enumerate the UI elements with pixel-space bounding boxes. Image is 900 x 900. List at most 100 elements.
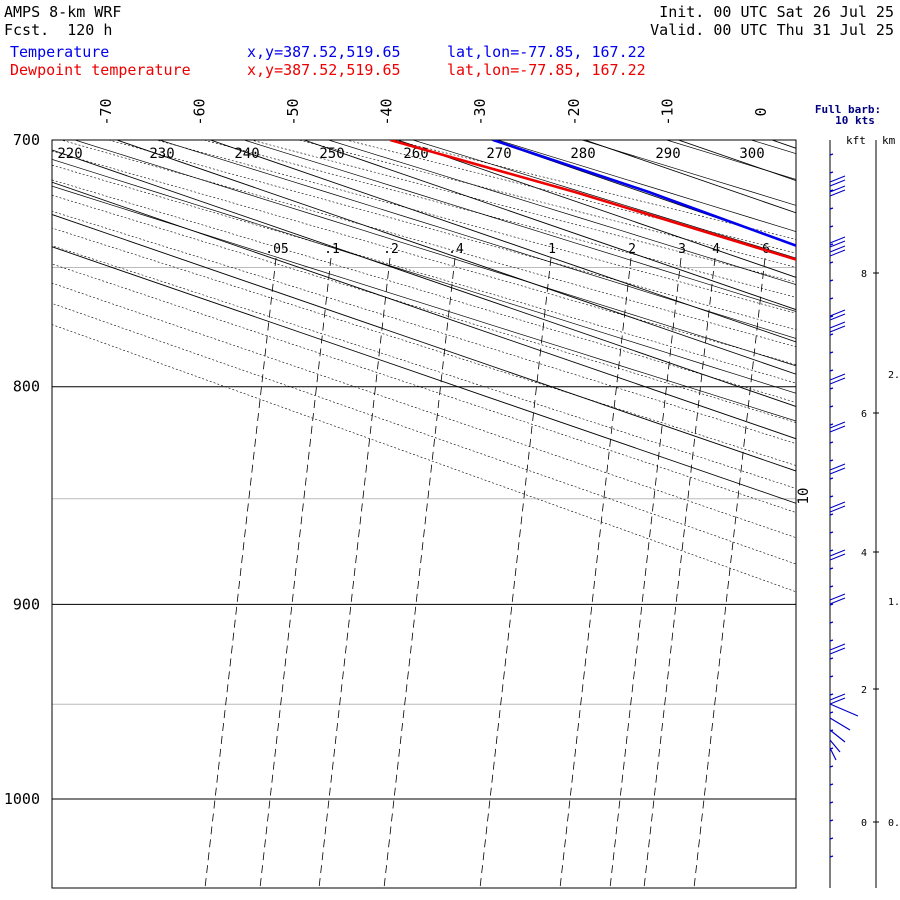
theta-label: 300 [739,146,764,162]
wind-barb-staff [829,405,834,408]
dry-adiabat-line [242,140,796,312]
isotherm-line [303,140,796,311]
mixing-ratio-label: .2 [383,242,399,257]
legend-dewpoint-xy: x,y=387.52,519.65 [247,61,401,79]
wind-barb [829,313,846,321]
moist-adiabat-line [52,263,796,513]
wind-barb [829,321,846,329]
wind-barb-staff [829,711,834,714]
wind-barb-staff [829,171,834,174]
wind-barb [829,467,846,475]
mixing-ratio-label: .05 [265,242,288,257]
theta-label: 240 [234,146,259,162]
mixing-ratio-label: 1 [548,242,556,257]
theta-label: 230 [149,146,174,162]
mixing-ratio-label: 2 [628,242,636,257]
moist-adiabat-line [52,150,796,365]
legend-dewpoint-latlon: lat,lon=-77.85, 167.22 [447,61,646,79]
dry-adiabat-line [832,113,900,880]
mixing-ratio-line [559,257,632,888]
legend-temperature-latlon: lat,lon=-77.85, 167.22 [447,43,646,61]
plot-frame [51,139,797,889]
wind-barb-staff [829,549,834,552]
wind-barb-staff [829,153,834,156]
mixing-ratio-label: .1 [324,242,340,257]
wind-barb-staff [829,819,834,822]
mixing-ratio-line [204,257,277,888]
dry-adiabat-line [52,159,796,394]
moist-adiabat-line [155,140,796,314]
wind-barb [829,693,846,701]
wind-barb-staff [829,621,834,624]
pressure-tick-label: 800 [13,378,40,396]
wind-barb [829,593,846,601]
wind-barb-staff [829,297,834,300]
wind-barb [829,240,846,248]
temperature-tick-label: -20 [565,98,583,125]
wind-barb-staff [829,603,834,606]
temperature-tick-label: 0 [752,107,770,116]
wind-panel-subtitle: 10 kts [835,114,875,127]
isotherm-line [52,181,796,440]
dry-adiabat-line [73,140,796,367]
wind-barb-staff [829,369,834,372]
theta-label: 250 [319,146,344,162]
km-label: 2. [888,370,900,381]
moist-adiabat-line [52,164,796,384]
dry-adiabat-line [158,140,796,339]
wind-barb [829,647,846,655]
moist-adiabat-line [52,227,796,466]
moist-adiabat-line [52,303,796,565]
temperature-tick-label: -30 [471,98,489,125]
model-title: AMPS 8-km WRF [4,3,122,21]
wind-barb-cluster [829,703,859,761]
isotherm-line [210,140,796,343]
wind-barb [829,549,846,557]
mixing-ratio-line [318,257,391,888]
pressure-tick-label: 700 [13,131,40,149]
forecast-hour: Fcst. 120 h [4,21,113,39]
wind-barb-staff [829,333,834,336]
wind-barb [829,249,846,257]
wind-barb-staff [829,441,834,444]
wind-barb [829,236,846,244]
kft-label: 8 [861,269,867,280]
wind-barb-staff [829,639,834,642]
wind-barb-staff [829,513,834,516]
mixing-ratio-label: .4 [448,242,464,257]
wind-barb-staff [829,657,834,660]
mixing-ratio-label: 4 [712,242,720,257]
legend-temperature: Temperature [10,43,110,61]
wind-barb-staff [829,459,834,462]
moist-adiabat-line [52,194,796,423]
temperature-tick-label: -60 [190,98,208,125]
wind-barb [829,421,846,429]
wind-barb-staff [829,477,834,480]
kft-unit-label: kft [846,134,866,147]
wind-barb [829,189,846,197]
wind-barb [829,325,846,333]
moist-adiabat-line [52,179,796,403]
moist-adiabat-line [202,140,796,298]
mixing-ratio-line [479,257,552,888]
kft-label: 0 [861,818,867,829]
theta-label: 280 [570,146,595,162]
wind-barb [829,377,846,385]
wind-barb [829,553,846,561]
mixing-ratio-line [609,257,682,888]
mixing-ratio-line [383,257,456,888]
temperature-tick-label: -50 [284,98,302,125]
temperature-profile [492,140,796,247]
wind-barb-staff [829,189,834,192]
wind-barb [829,425,846,433]
moist-adiabat-line [52,245,796,489]
dry-adiabat-line [327,140,796,286]
wind-barb [829,501,846,509]
wind-barb [829,175,846,183]
moist-adiabat-label: 10 [796,488,812,505]
moist-adiabat-line [250,140,796,283]
wind-barb [829,643,846,651]
valid-time: Valid. 00 UTC Thu 31 Jul 25 [650,21,894,39]
wind-barb [829,185,846,193]
